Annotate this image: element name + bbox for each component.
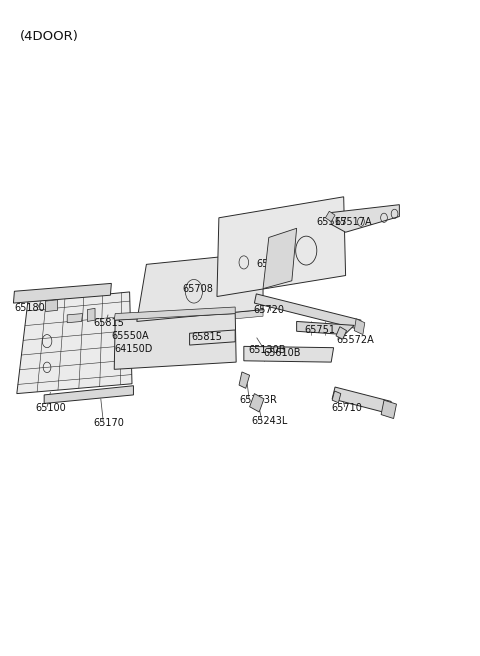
- Polygon shape: [137, 310, 263, 328]
- Polygon shape: [250, 394, 264, 412]
- Polygon shape: [190, 330, 235, 345]
- Polygon shape: [13, 283, 111, 303]
- Text: 65572A: 65572A: [336, 335, 374, 345]
- Polygon shape: [114, 307, 235, 320]
- Polygon shape: [332, 387, 391, 413]
- Text: 65720: 65720: [253, 305, 285, 316]
- Polygon shape: [217, 197, 346, 297]
- Polygon shape: [44, 386, 133, 403]
- Polygon shape: [46, 300, 58, 312]
- Text: 65815: 65815: [94, 318, 124, 329]
- Polygon shape: [254, 294, 361, 329]
- Polygon shape: [331, 205, 399, 232]
- Text: 65610B: 65610B: [263, 348, 300, 358]
- Text: 65180: 65180: [14, 303, 45, 314]
- Text: 65751: 65751: [305, 325, 336, 335]
- Polygon shape: [67, 314, 83, 323]
- Polygon shape: [381, 400, 396, 419]
- Text: 65505: 65505: [257, 259, 288, 270]
- Polygon shape: [354, 319, 365, 335]
- Text: 65710: 65710: [331, 403, 362, 413]
- Polygon shape: [137, 253, 263, 321]
- Polygon shape: [263, 228, 297, 289]
- Text: 65708: 65708: [182, 283, 213, 294]
- Text: 65517: 65517: [317, 216, 348, 227]
- Text: 64150D: 64150D: [114, 344, 153, 354]
- Polygon shape: [297, 321, 354, 335]
- Text: 65550A: 65550A: [111, 331, 149, 341]
- Text: 65130B: 65130B: [249, 344, 286, 355]
- Text: 65815: 65815: [191, 331, 222, 342]
- Text: 65170: 65170: [94, 418, 124, 428]
- Text: 65243L: 65243L: [251, 416, 288, 426]
- Polygon shape: [239, 372, 250, 388]
- Polygon shape: [244, 346, 334, 362]
- Text: 65100: 65100: [35, 403, 66, 413]
- Polygon shape: [114, 314, 236, 369]
- Polygon shape: [87, 308, 95, 321]
- Polygon shape: [332, 391, 341, 403]
- Text: (4DOOR): (4DOOR): [20, 30, 79, 43]
- Polygon shape: [17, 292, 132, 394]
- Text: 65753R: 65753R: [239, 395, 277, 405]
- Text: 65517A: 65517A: [335, 216, 372, 227]
- Polygon shape: [325, 211, 335, 222]
- Polygon shape: [336, 327, 347, 339]
